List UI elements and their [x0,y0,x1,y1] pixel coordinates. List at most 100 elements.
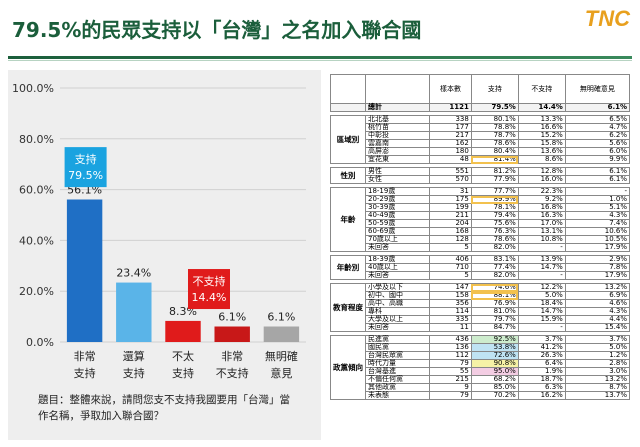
annotation-box [188,269,230,310]
table-row: 教育程度 小學及以下 147 74.6% 12.2% 13.2% [330,283,631,332]
annotation-label: 不支持 [193,274,226,288]
cell-n: 48 [429,155,472,164]
cell-support: 81.4% [470,155,519,164]
cell-n: 79 [429,391,472,400]
table-row: 未回答 5 82.0% -17.9% [331,271,631,280]
data-label: 23.4% [116,267,151,280]
cell-support: 70.2% [470,391,519,400]
group-label: 年齡 [330,187,366,252]
table-header-row: 樣本數 支持 不支持 無明確意見 [330,74,631,104]
cell-oppose: 16.2% [517,391,566,400]
bar [214,326,250,342]
table-row: 高屏澎 180 80.4% 13.6% 6.0% [331,147,631,156]
bar [263,326,300,342]
cell-support: 82.0% [470,243,519,252]
cell-n: 1121 [429,103,472,112]
y-tick-label: 80.0% [19,133,54,146]
x-tick-label: 意見 [270,366,292,380]
x-tick-label: 不支持 [216,366,249,380]
crosstab-table: 樣本數 支持 不支持 無明確意見 總計 1121 79.5% 14.4% 6.1% 區域別 北北基 3… [330,74,631,400]
cell-oppose: 14.7% [517,263,566,272]
survey-question: 題目：整體來說，請問您支不支持我國要用「台灣」當作名稱，爭取加入聯合國？ [38,394,290,422]
cell-oppose: - [517,271,566,280]
data-label: 6.1% [218,311,246,324]
cell-no-opinion: 6.1% [564,103,631,112]
column-header: 支持 [470,74,519,104]
cell-support: 77.9% [470,175,519,184]
x-tick-label: 非常 [74,350,96,363]
x-tick-label: 支持 [74,366,96,380]
cell-no-opinion: 13.7% [564,391,631,400]
annotation-value: 14.4% [192,291,227,304]
table-row: 女性 570 77.9% 16.0% 6.1% [331,175,631,184]
header-blank [364,74,431,104]
bar-chart: 0.0%20.0%40.0%60.0%80.0%100.0%56.1%非常支持2… [12,82,306,380]
cell-support: 84.7% [470,323,519,332]
crosstab-table-panel: 樣本數 支持 不支持 無明確意見 總計 1121 79.5% 14.4% 6.1% 區域別 北北基 3… [330,74,631,444]
group-label: 性別 [330,167,366,184]
table-row: 國民黨 136 53.8% 41.2% 5.0% [331,343,631,352]
annotation-box [64,147,107,188]
cell-no-opinion: 17.9% [564,243,631,252]
column-header: 不支持 [517,74,566,104]
cell-n: 570 [429,175,472,184]
cell-no-opinion: 17.9% [564,271,631,280]
y-tick-label: 0.0% [26,336,54,349]
group-label: 政黨傾向 [330,335,366,400]
row-label: 宜花東 [364,155,431,164]
page-title: 79.5%的民眾支持以「台灣」之名加入聯合國 [12,18,422,42]
cell-no-opinion: 15.4% [564,323,631,332]
cell-oppose: 8.6% [517,155,566,164]
row-label: 未回答 [364,243,431,252]
row-label: 總計 [364,103,431,112]
header-blank [330,74,366,104]
cell-oppose: 10.8% [517,235,566,244]
annotation-label: 支持 [75,152,97,166]
cell-oppose: 15.9% [517,315,566,324]
cell-support: 82.0% [470,271,519,280]
brand-logo: TNC [584,6,630,31]
table-row: 宜花東 48 81.4% 8.6% 9.9% [331,155,631,164]
table-row: 未表態 79 70.2% 16.2% 13.7% [331,391,631,400]
title-divider-thin [8,60,632,61]
row-label: 未回答 [364,323,431,332]
x-tick-label: 支持 [123,366,145,380]
y-tick-label: 20.0% [19,285,54,298]
table-row: 大學及以上 335 79.7% 15.9% 4.4% [331,315,631,324]
bar [66,199,103,342]
x-tick-label: 無明確 [265,349,298,363]
bar [165,320,201,342]
row-label: 女性 [364,175,431,184]
group-label: 區域別 [330,115,366,164]
table-row: 40-49歲 211 79.4% 16.3% 4.3% [331,211,631,220]
cell-n: 5 [429,243,472,252]
row-label: 未表態 [364,391,431,400]
title-divider [8,56,632,59]
table-row: 20-29歲 175 89.9% 9.2% 1.0% [331,195,631,204]
table-total-row: 總計 1121 79.5% 14.4% 6.1% [330,103,631,112]
x-tick-label: 還算 [123,349,145,363]
cell-oppose: 14.4% [517,103,566,112]
x-tick-label: 不太 [172,350,194,363]
chart-panel: 0.0% 20.0% 40.0% 60.0% 80.0% 100.0% 56.1% 非常 支持 2… [8,70,321,440]
cell-n: 5 [429,271,472,280]
total-blank [330,103,366,112]
table-row: 未回答 5 82.0% -17.9% [331,243,631,252]
table-row: 未回答 11 84.7% -15.4% [331,323,631,332]
y-tick-label: 60.0% [19,184,54,197]
cell-support: 79.5% [470,103,519,112]
row-label: 未回答 [364,271,431,280]
cell-n: 11 [429,323,472,332]
cell-oppose: - [517,323,566,332]
cell-oppose: - [517,243,566,252]
table-row: 台灣基進 55 95.0% 1.9% 3.0% [331,367,631,376]
y-tick-label: 100.0% [12,82,54,95]
column-header: 樣本數 [429,74,472,104]
group-label: 教育程度 [330,283,366,332]
y-tick-label: 40.0% [19,234,54,247]
x-tick-label: 非常 [221,350,243,363]
group-label: 年齡別 [330,255,366,280]
cell-no-opinion: 9.9% [564,155,631,164]
bar [116,282,152,342]
cell-oppose: 16.0% [517,175,566,184]
